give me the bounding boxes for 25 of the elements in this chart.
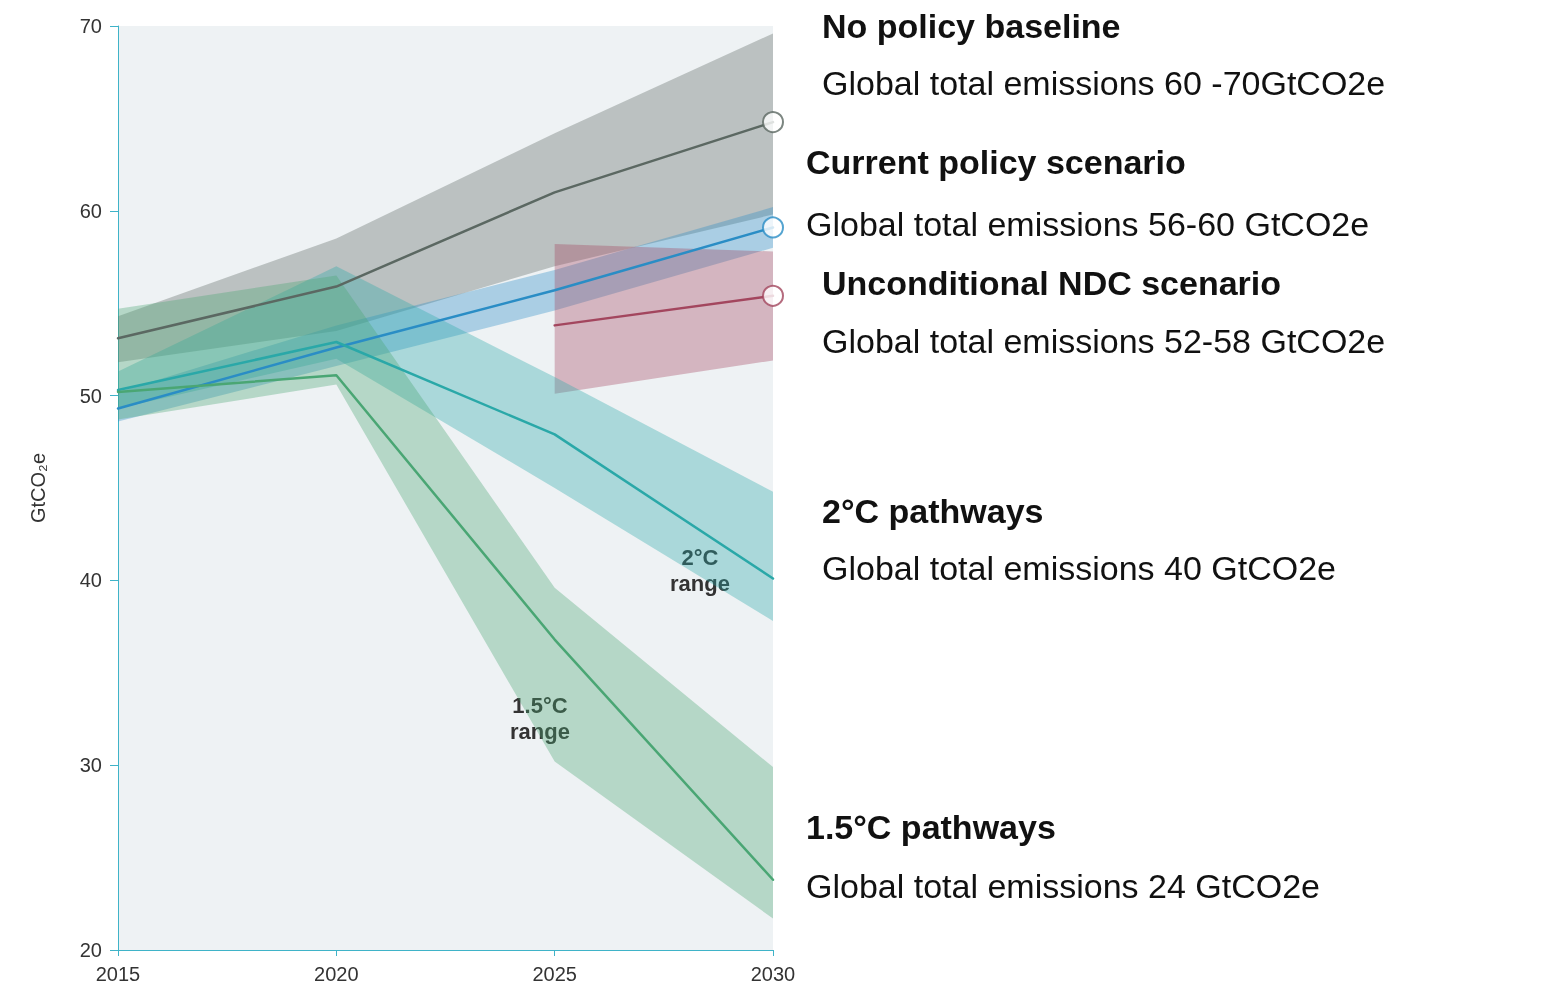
y-tick-label: 20 bbox=[79, 939, 102, 961]
x-tick-label: 2015 bbox=[95, 963, 141, 985]
text: Global total emissions 56-60 GtCO2e bbox=[806, 205, 1370, 244]
text: Global total emissions 60 -70GtCO2e bbox=[822, 64, 1386, 103]
text: Global total emissions 40 GtCO2e bbox=[822, 548, 1337, 587]
text: 2°C pathways bbox=[822, 491, 1044, 530]
x-tick-label: 2030 bbox=[750, 963, 796, 985]
x-tick-label: 2020 bbox=[314, 963, 359, 985]
y-tick-label: 70 bbox=[79, 15, 102, 37]
series-label: 1.5°C pathways bbox=[806, 807, 1056, 846]
annotation: 1.5°C range bbox=[510, 692, 570, 744]
line-series bbox=[116, 340, 775, 580]
x-tick-label: 2025 bbox=[532, 963, 577, 985]
line-series bbox=[116, 374, 775, 882]
annotation: 2°C range bbox=[670, 544, 730, 596]
series-label: Current policy scenario bbox=[806, 143, 1186, 182]
series-label: Unconditional NDC scenario bbox=[822, 263, 1282, 302]
text: Global total emissions 52-58 GtCO2e bbox=[822, 321, 1386, 360]
y-tick-label: 30 bbox=[79, 754, 102, 777]
y-tick-label: 60 bbox=[79, 199, 102, 222]
text: No policy baseline bbox=[822, 7, 1121, 46]
y-tick-label: 40 bbox=[79, 569, 102, 592]
y-axis-title: GtCO₂e bbox=[27, 453, 49, 523]
y-tick-label: 50 bbox=[79, 384, 102, 407]
text: Global total emissions 24 GtCO2e bbox=[806, 866, 1321, 905]
